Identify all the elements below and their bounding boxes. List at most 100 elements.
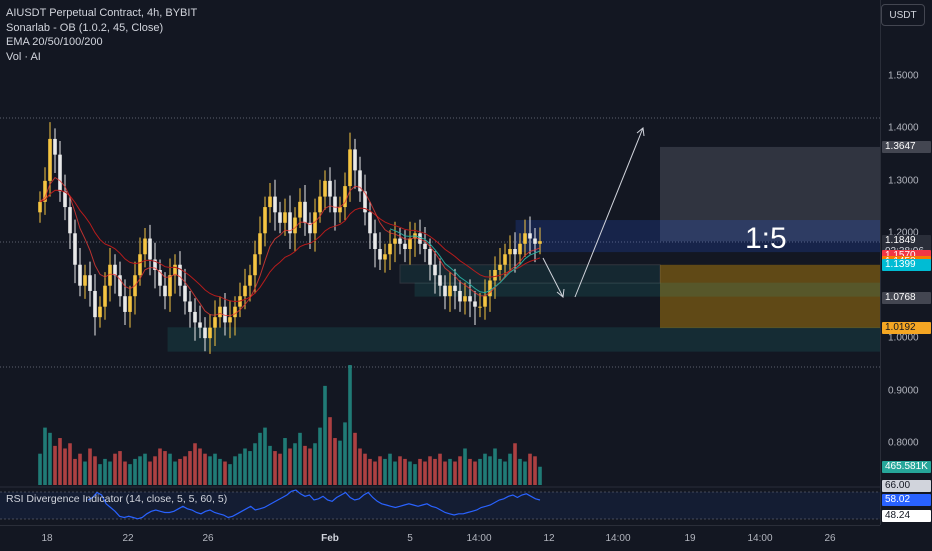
volume-bar — [348, 365, 352, 485]
volume-bar — [163, 451, 167, 485]
volume-bar — [173, 461, 177, 485]
candle-body — [283, 212, 287, 223]
price-chart[interactable] — [0, 0, 880, 525]
ema-50-line — [39, 189, 541, 303]
volume-bar — [423, 461, 427, 485]
candle-body — [138, 254, 142, 276]
candle-body — [368, 212, 372, 234]
volume-bar — [43, 427, 47, 485]
currency-button[interactable]: USDT — [881, 4, 925, 26]
volume-bar — [503, 461, 507, 485]
volume-bar — [373, 461, 377, 485]
candle-body — [453, 285, 457, 291]
price-tick-label: 1.3000 — [888, 175, 919, 187]
candle-body — [538, 241, 542, 244]
candle-body — [173, 264, 177, 276]
rsi-line — [87, 489, 541, 520]
candle-body — [323, 180, 327, 197]
candle-body — [463, 296, 467, 302]
volume-bar — [243, 448, 247, 485]
volume-bar — [398, 456, 402, 485]
volume-bar — [308, 448, 312, 485]
volume-bar — [118, 451, 122, 485]
time-axis[interactable]: 18 22 26 Feb 5 14:00 12 14:00 19 14:00 26 — [0, 525, 880, 551]
volume-bar — [168, 453, 172, 485]
volume-bar — [403, 458, 407, 485]
volume-bar — [378, 456, 382, 485]
volume-bar — [443, 461, 447, 485]
candle-body — [258, 233, 262, 255]
volume-bar — [493, 448, 497, 485]
candle-body — [513, 249, 517, 255]
candle-body — [273, 196, 277, 213]
candle-body — [148, 238, 152, 260]
candle-body — [518, 243, 522, 255]
symbol-title[interactable]: AIUSDT Perpetual Contract, 4h, BYBIT — [6, 7, 198, 19]
candle-body — [93, 290, 97, 318]
order-block-upper — [399, 264, 661, 284]
candle-body — [443, 285, 447, 297]
time-tick-label: 26 — [202, 533, 214, 544]
candle-body — [163, 285, 167, 297]
volume-bar — [433, 458, 437, 485]
time-tick-label: 22 — [122, 533, 134, 544]
volume-bar — [453, 461, 457, 485]
candle-body — [318, 196, 322, 213]
volume-bar — [498, 458, 502, 485]
volume-bar — [343, 422, 347, 485]
rsi-indicator-title[interactable]: RSI Divergence Indicator (14, close, 5, … — [6, 493, 228, 505]
chart-legend: AIUSDT Perpetual Contract, 4h, BYBIT Son… — [6, 6, 197, 64]
candle-body — [458, 290, 462, 302]
volume-bar — [73, 458, 77, 485]
indicator-volume[interactable]: Vol · AI — [6, 50, 41, 63]
ema-20-line — [39, 176, 541, 317]
candle-body — [223, 306, 227, 323]
price-tag: 1.0192 — [882, 322, 931, 335]
candle-body — [178, 264, 182, 286]
price-scale[interactable]: 1.5000 1.4000 1.3000 1.2000 1.0000 0.9000 0.80… — [880, 0, 932, 525]
candle-body — [123, 296, 127, 312]
volume-bar — [263, 427, 267, 485]
candle-body — [403, 243, 407, 250]
candle-body — [88, 275, 92, 291]
volume-bar — [483, 453, 487, 485]
volume-bar — [113, 453, 117, 485]
candle-body — [473, 301, 477, 307]
candle-body — [483, 296, 487, 307]
time-tick-label: 26 — [824, 533, 836, 544]
volume-bar — [393, 461, 397, 485]
price-tick-label: 1.5000 — [888, 70, 919, 82]
candle-body — [338, 207, 342, 213]
volume-bar — [288, 448, 292, 485]
volume-bar — [178, 458, 182, 485]
time-tick-label: 5 — [407, 533, 413, 544]
candle-body — [498, 264, 502, 270]
candle-body — [423, 243, 427, 250]
volume-bar — [188, 451, 192, 485]
candle-body — [143, 238, 147, 255]
time-tick-label: 12 — [543, 533, 555, 544]
volume-bar — [273, 451, 277, 485]
candle-body — [298, 201, 302, 218]
volume-bar — [388, 453, 392, 485]
volume-bar — [448, 458, 452, 485]
volume-bar — [103, 458, 107, 485]
candle-body — [228, 317, 232, 323]
volume-bar — [158, 448, 162, 485]
candle-body — [83, 275, 87, 286]
volume-bar — [438, 453, 442, 485]
indicator-ob[interactable]: Sonarlab - OB (1.0.2, 45, Close) — [6, 21, 164, 34]
volume-bar — [68, 443, 72, 485]
volume-bar — [413, 464, 417, 485]
candle-body — [528, 233, 532, 239]
time-tick-label: 18 — [41, 533, 53, 544]
price-tick-label: 0.9000 — [888, 385, 919, 397]
volume-bar — [323, 385, 327, 485]
chart-canvas[interactable] — [0, 0, 880, 525]
volume-bar — [358, 448, 362, 485]
price-tick-label: 1.0000 — [888, 332, 919, 344]
volume-bar — [283, 438, 287, 485]
volume-bar — [38, 453, 42, 485]
indicator-ema[interactable]: EMA 20/50/100/200 — [6, 36, 103, 48]
candle-body — [308, 222, 312, 234]
